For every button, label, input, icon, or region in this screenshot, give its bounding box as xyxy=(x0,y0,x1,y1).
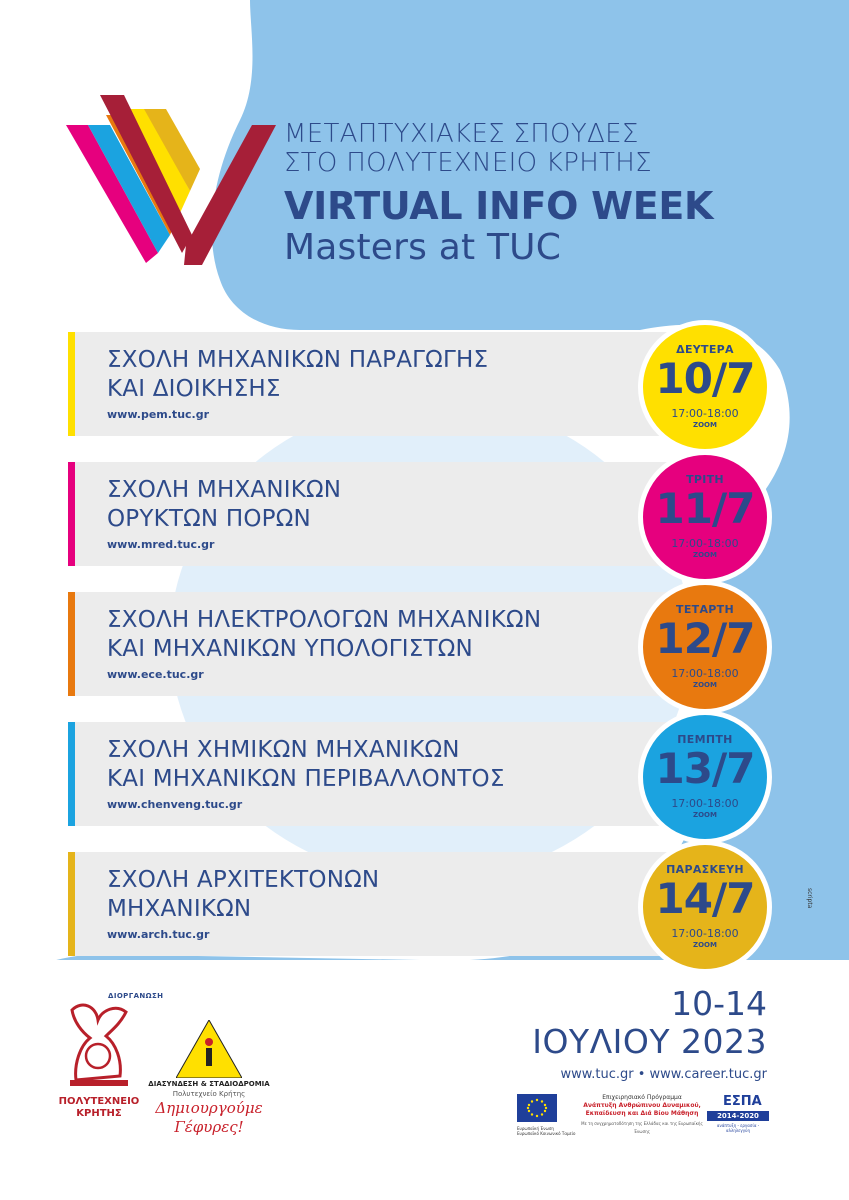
school-name: ΣΧΟΛΗ ΜΗΧΑΝΙΚΩΝ ΠΑΡΑΓΩΓΗΣ ΚΑΙ ΔΙΟΙΚΗΣΗΣ xyxy=(107,347,489,402)
funding-logos: Ευρωπαϊκή Ένωση Ευρωπαϊκό Κοινωνικό Ταμε… xyxy=(517,1094,769,1140)
date-circle: ΠΑΡΑΣΚΕΥΗ 14/7 17:00-18:00 ZOOM xyxy=(638,840,772,974)
school-row: ΣΧΟΛΗ ΧΗΜΙΚΩΝ ΜΗΧΑΝΙΚΩΝ ΚΑΙ ΜΗΧΑΝΙΚΩΝ ΠΕ… xyxy=(68,722,668,826)
time-label: 17:00-18:00 xyxy=(671,927,739,940)
platform-label: ZOOM xyxy=(693,551,717,559)
platform-label: ZOOM xyxy=(693,811,717,819)
time-label: 17:00-18:00 xyxy=(671,407,739,420)
day-label: ΠΑΡΑΣΚΕΥΗ xyxy=(666,863,744,876)
school-name: ΣΧΟΛΗ ΑΡΧΙΤΕΚΤΟΝΩΝ ΜΗΧΑΝΙΚΩΝ xyxy=(107,867,380,922)
school-panel: ΣΧΟΛΗ ΜΗΧΑΝΙΚΩΝ ΟΡΥΚΤΩΝ ΠΟΡΩΝ www.mred.t… xyxy=(75,462,668,566)
day-label: ΤΕΤΑΡΤΗ xyxy=(676,603,734,616)
day-label: ΔΕΥΤΕΡΑ xyxy=(676,343,734,356)
time-label: 17:00-18:00 xyxy=(671,537,739,550)
headline-greek-line1: ΜΕΤΑΠΤΥΧΙΑΚΕΣ ΣΠΟΥΔΕΣ xyxy=(284,119,639,149)
school-url[interactable]: www.ece.tuc.gr xyxy=(107,668,204,681)
headline-greek-line2: ΣΤΟ ΠΟΛΥΤΕΧΝΕΙΟ ΚΡΗΤΗΣ xyxy=(284,148,652,178)
headline: ΜΕΤΑΠΤΥΧΙΑΚΕΣ ΣΠΟΥΔΕΣ ΣΤΟ ΠΟΛΥΤΕΧΝΕΙΟ ΚΡ… xyxy=(284,120,804,268)
school-row: ΣΧΟΛΗ ΑΡΧΙΤΕΚΤΟΝΩΝ ΜΗΧΑΝΙΚΩΝ www.arch.tu… xyxy=(68,852,668,956)
time-label: 17:00-18:00 xyxy=(671,667,739,680)
virtual-week-logo xyxy=(66,95,276,265)
event-subtitle: Masters at TUC xyxy=(284,227,562,268)
career-office-name: ΔΙΑΣΥΝΔΕΣΗ & ΣΤΑΔΙΟΔΡΟΜΙΑ Πολυτεχνείο Κρ… xyxy=(148,1080,270,1136)
school-row: ΣΧΟΛΗ ΜΗΧΑΝΙΚΩΝ ΟΡΥΚΤΩΝ ΠΟΡΩΝ www.mred.t… xyxy=(68,462,668,566)
espa-years: 2014-2020 xyxy=(707,1111,769,1121)
date-circle: ΤΕΤΑΡΤΗ 12/7 17:00-18:00 ZOOM xyxy=(638,580,772,714)
date-label: 14/7 xyxy=(655,874,755,923)
period-dates: 10-14 xyxy=(671,984,767,1023)
eu-label: Ευρωπαϊκή Ένωση Ευρωπαϊκό Κοινωνικό Ταμε… xyxy=(517,1126,576,1136)
eu-flag-icon xyxy=(517,1094,557,1122)
platform-label: ZOOM xyxy=(693,941,717,949)
espa-logo: ΕΣΠΑ 2014-2020 ανάπτυξη - εργασία - αλλη… xyxy=(707,1094,769,1134)
espa-tagline: ανάπτυξη - εργασία - αλληλεγγύη xyxy=(716,1123,760,1133)
day-label: ΠΕΜΠΤΗ xyxy=(677,733,733,746)
school-url[interactable]: www.pem.tuc.gr xyxy=(107,408,210,421)
period-month: ΙΟΥΛΙΟΥ 2023 xyxy=(532,1022,767,1061)
school-panel: ΣΧΟΛΗ ΑΡΧΙΤΕΚΤΟΝΩΝ ΜΗΧΑΝΙΚΩΝ www.arch.tu… xyxy=(75,852,668,956)
school-name: ΣΧΟΛΗ ΧΗΜΙΚΩΝ ΜΗΧΑΝΙΚΩΝ ΚΑΙ ΜΗΧΑΝΙΚΩΝ ΠΕ… xyxy=(107,737,505,792)
day-label: ΤΡΙΤΗ xyxy=(686,473,724,486)
time-label: 17:00-18:00 xyxy=(671,797,739,810)
school-row: ΣΧΟΛΗ ΜΗΧΑΝΙΚΩΝ ΠΑΡΑΓΩΓΗΣ ΚΑΙ ΔΙΟΙΚΗΣΗΣ … xyxy=(68,332,668,436)
date-circle: ΔΕΥΤΕΡΑ 10/7 17:00-18:00 ZOOM xyxy=(638,320,772,454)
accent-bar xyxy=(68,852,75,956)
school-url[interactable]: www.mred.tuc.gr xyxy=(107,538,215,551)
date-label: 12/7 xyxy=(655,614,755,663)
school-panel: ΣΧΟΛΗ ΜΗΧΑΝΙΚΩΝ ΠΑΡΑΓΩΓΗΣ ΚΑΙ ΔΙΟΙΚΗΣΗΣ … xyxy=(75,332,668,436)
organizer-label: ΔΙΟΡΓΑΝΩΣΗ xyxy=(108,992,164,1000)
printer-code: scripta xyxy=(806,888,813,909)
career-office-logo-icon xyxy=(176,1020,242,1078)
date-circle: ΤΡΙΤΗ 11/7 17:00-18:00 ZOOM xyxy=(638,450,772,584)
event-period: 10-14 ΙΟΥΛΙΟΥ 2023 www.tuc.gr • www.care… xyxy=(532,984,767,1083)
period-websites[interactable]: www.tuc.gr • www.career.tuc.gr xyxy=(560,1067,767,1082)
accent-bar xyxy=(68,332,75,436)
tuc-name: ΠΟΛΥΤΕΧΝΕΙΟ ΚΡΗΤΗΣ xyxy=(58,1096,140,1119)
school-panel: ΣΧΟΛΗ ΗΛΕΚΤΡΟΛΟΓΩΝ ΜΗΧΑΝΙΚΩΝ ΚΑΙ ΜΗΧΑΝΙΚ… xyxy=(75,592,668,696)
date-label: 11/7 xyxy=(655,484,755,533)
school-name: ΣΧΟΛΗ ΜΗΧΑΝΙΚΩΝ ΟΡΥΚΤΩΝ ΠΟΡΩΝ xyxy=(107,477,342,532)
accent-bar xyxy=(68,462,75,566)
school-url[interactable]: www.arch.tuc.gr xyxy=(107,928,210,941)
school-panel: ΣΧΟΛΗ ΧΗΜΙΚΩΝ ΜΗΧΑΝΙΚΩΝ ΚΑΙ ΜΗΧΑΝΙΚΩΝ ΠΕ… xyxy=(75,722,668,826)
date-label: 13/7 xyxy=(655,744,755,793)
school-name: ΣΧΟΛΗ ΗΛΕΚΤΡΟΛΟΓΩΝ ΜΗΧΑΝΙΚΩΝ ΚΑΙ ΜΗΧΑΝΙΚ… xyxy=(107,607,542,662)
date-label: 10/7 xyxy=(655,354,755,403)
school-url[interactable]: www.chenveng.tuc.gr xyxy=(107,798,243,811)
tuc-seal-icon xyxy=(70,1003,128,1086)
accent-bar xyxy=(68,722,75,826)
platform-label: ZOOM xyxy=(693,681,717,689)
date-circle: ΠΕΜΠΤΗ 13/7 17:00-18:00 ZOOM xyxy=(638,710,772,844)
accent-bar xyxy=(68,592,75,696)
operational-programme: Επιχειρησιακό Πρόγραμμα Ανάπτυξη Ανθρώπι… xyxy=(581,1094,703,1134)
school-row: ΣΧΟΛΗ ΗΛΕΚΤΡΟΛΟΓΩΝ ΜΗΧΑΝΙΚΩΝ ΚΑΙ ΜΗΧΑΝΙΚ… xyxy=(68,592,668,696)
event-title: VIRTUAL INFO WEEK xyxy=(284,184,714,228)
platform-label: ZOOM xyxy=(693,421,717,429)
espa-name: ΕΣΠΑ xyxy=(723,1094,762,1109)
